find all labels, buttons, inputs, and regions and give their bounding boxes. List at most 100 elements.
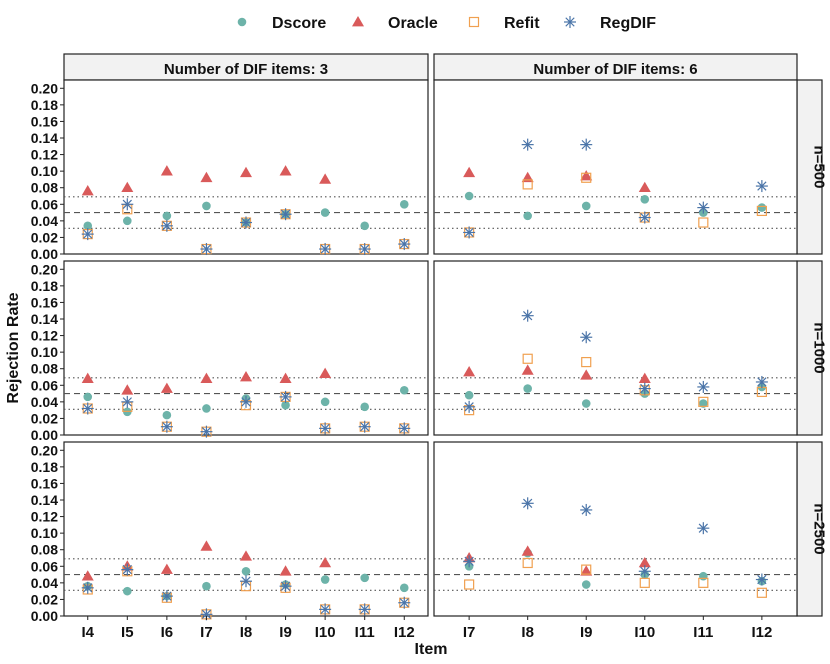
row-strip-label: n=1000 <box>811 322 828 373</box>
regdif-point <box>279 208 292 221</box>
refit-point <box>639 577 650 588</box>
oracle-point <box>521 545 534 556</box>
refit-point <box>522 557 533 569</box>
dscore-point <box>699 399 708 408</box>
x-tick-label: I6 <box>161 624 174 641</box>
y-tick-label: 0.16 <box>31 113 58 129</box>
regdif-point <box>521 309 534 322</box>
regdif-point <box>121 563 134 576</box>
dscore-point <box>360 573 369 583</box>
dscore-point <box>241 566 251 576</box>
x-tick-label: I8 <box>240 624 253 641</box>
dscore-point <box>464 390 474 400</box>
regdif-point <box>580 503 593 516</box>
y-tick-label: 0.06 <box>31 377 58 393</box>
regdif-point <box>638 565 651 578</box>
y-tick-label: 0.16 <box>31 294 58 310</box>
regdif-point <box>319 422 332 435</box>
oracle-point <box>319 556 332 568</box>
oracle-point <box>638 556 651 568</box>
regdif-point <box>755 180 768 193</box>
y-tick-label: 0.14 <box>31 130 58 146</box>
oracle-point <box>81 372 94 383</box>
y-tick-label: 0.08 <box>31 180 58 196</box>
oracle-point <box>521 364 534 375</box>
y-tick-label: 0.12 <box>31 147 58 163</box>
regdif-point <box>398 422 411 435</box>
y-tick-label: 0.20 <box>31 80 58 96</box>
regdif-point <box>358 420 371 433</box>
regdif-point <box>697 201 710 214</box>
y-tick-label: 0.04 <box>31 394 58 410</box>
x-tick-label: I11 <box>355 624 375 641</box>
dscore-point <box>464 191 474 201</box>
dscore-point <box>581 201 591 211</box>
oracle-point <box>121 181 134 193</box>
regdif-point <box>200 425 213 438</box>
column-strip <box>63 53 429 81</box>
regdif-point <box>81 402 94 415</box>
legend-item-refit: Refit <box>468 15 540 32</box>
regdif-point <box>279 390 292 403</box>
refit-point <box>522 179 533 190</box>
oracle-point <box>200 372 213 383</box>
dscore-point <box>523 384 532 393</box>
legend-item-dscore: Dscore <box>237 15 326 32</box>
y-tick-label: 0.02 <box>31 591 58 607</box>
regdif-point <box>463 400 476 413</box>
oracle-point <box>81 570 94 581</box>
x-tick-label: I10 <box>315 624 336 641</box>
regdif-point <box>638 211 651 224</box>
regdif-point <box>755 375 768 388</box>
y-tick-label: 0.04 <box>31 575 58 591</box>
x-axis-col-0: I4 I5 I6 I7 I8 I9 I10 I11 I12 <box>81 616 415 641</box>
regdif-point <box>398 238 411 251</box>
refit-point <box>464 579 475 590</box>
y-tick-label: 0.20 <box>31 442 58 458</box>
y-axis-row-0: 0.000.020.040.060.080.100.120.140.160.18… <box>31 80 64 262</box>
y-tick-label: 0.02 <box>31 410 58 426</box>
dscore-point <box>202 581 211 591</box>
dscore-point <box>399 199 409 209</box>
y-tick-label: 0.10 <box>31 163 58 179</box>
regdif-point <box>564 16 576 28</box>
x-tick-label: I12 <box>751 624 772 641</box>
legend-item-oracle: Oracle <box>352 15 438 32</box>
dscore-point <box>123 586 132 596</box>
x-tick-label: I7 <box>463 624 476 641</box>
row-strip <box>796 79 823 255</box>
dscore-point <box>640 195 650 204</box>
panel-r0-c1 <box>433 79 798 255</box>
oracle-point <box>580 369 593 380</box>
regdif-point <box>463 226 476 239</box>
column-strip-label: Number of DIF items: 3 <box>164 61 328 78</box>
regdif-point <box>697 380 710 393</box>
panel-r1-c1 <box>433 260 798 436</box>
regdif-point <box>319 603 332 616</box>
x-tick-label: I12 <box>394 624 415 641</box>
y-tick-label: 0.06 <box>31 196 58 212</box>
dscore-point <box>162 410 172 420</box>
oracle-point <box>463 166 476 178</box>
panel-r0-c0 <box>63 79 429 256</box>
panel-r2-c0 <box>63 441 429 621</box>
regdif-point <box>240 395 252 408</box>
oracle-point <box>160 563 173 574</box>
legend-label: RegDIF <box>600 15 656 32</box>
regdif-point <box>160 420 173 433</box>
oracle-point <box>160 382 173 393</box>
x-tick-label: I9 <box>580 624 593 641</box>
dscore-point <box>123 216 132 226</box>
y-axis-title: Rejection Rate <box>5 292 22 403</box>
dscore-point <box>399 583 409 593</box>
regdif-point <box>638 382 651 395</box>
dscore-point <box>360 221 369 231</box>
dscore-point <box>237 17 247 27</box>
refit-point <box>581 356 592 368</box>
oracle-point <box>279 565 292 576</box>
y-tick-label: 0.12 <box>31 328 58 344</box>
oracle-point <box>240 550 252 561</box>
oracle-point <box>160 165 173 176</box>
x-tick-label: I9 <box>279 624 292 641</box>
